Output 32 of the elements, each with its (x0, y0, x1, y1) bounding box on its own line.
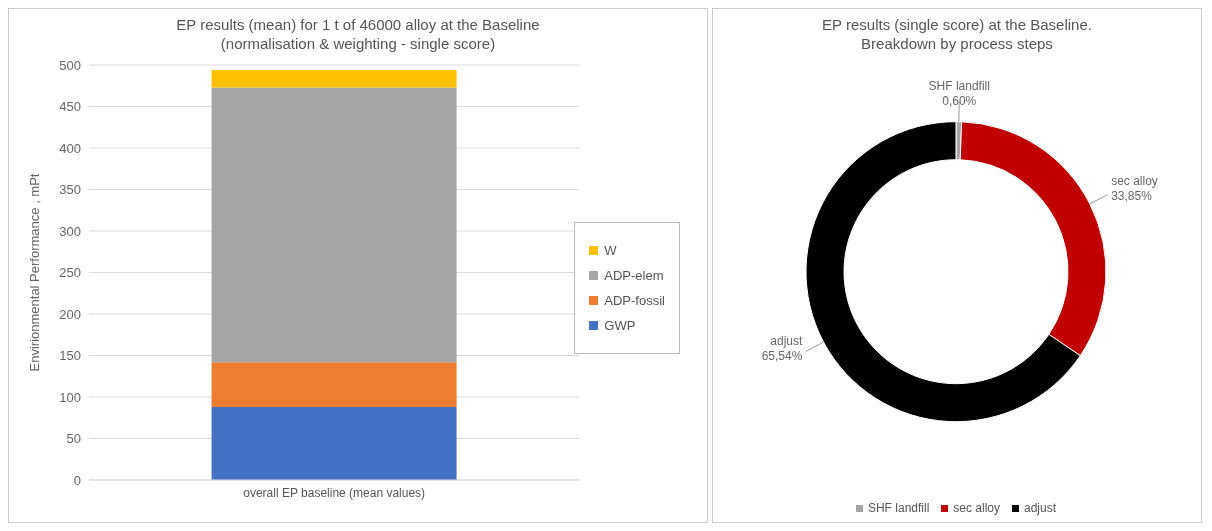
legend-label: ADP-fossil (604, 292, 665, 308)
y-tick-label: 450 (59, 99, 81, 115)
legend-label: adjust (1023, 501, 1057, 515)
y-tick-label: 300 (59, 223, 81, 239)
legend-label: GWP (604, 317, 636, 333)
chart-title: EP results (single score) at the Baseline. Breakdown by process steps (821, 15, 1093, 54)
slice-label: adjust (770, 334, 803, 349)
y-tick-label: 250 (59, 265, 81, 281)
data-label: 0,60% (942, 93, 977, 108)
y-tick-label: 400 (59, 140, 81, 156)
y-tick-label: 200 (59, 306, 81, 322)
bar (211, 406, 457, 480)
data-label: 33,85% (1111, 188, 1153, 203)
y-tick-label: 0 (73, 472, 81, 488)
y-tick-label: 100 (59, 389, 81, 405)
bar (211, 69, 457, 88)
y-tick-label: 500 (59, 57, 81, 73)
legend-label: sec alloy (952, 501, 1000, 515)
y-tick-label: 50 (66, 431, 81, 447)
bar (211, 87, 457, 363)
data-label: 65,54% (761, 349, 803, 364)
bar (211, 362, 457, 407)
slice-label: SHF landfill (928, 78, 990, 93)
y-tick-label: 350 (59, 182, 81, 198)
x-tick-label: overall EP baseline (mean values) (243, 485, 426, 500)
y-tick-label: 150 (59, 348, 81, 364)
legend-label: W (604, 242, 617, 258)
y-axis-title: Envirionmental Performance , mPt (26, 173, 42, 372)
legend-label: ADP-elem (604, 267, 664, 283)
legend-label: SHF landfill (866, 501, 930, 515)
slice-label: sec alloy (1111, 173, 1158, 188)
chart-title: EP results (mean) for 1 t of 46000 alloy at the Baseline (normalisation & weighting - single score) (175, 15, 541, 54)
